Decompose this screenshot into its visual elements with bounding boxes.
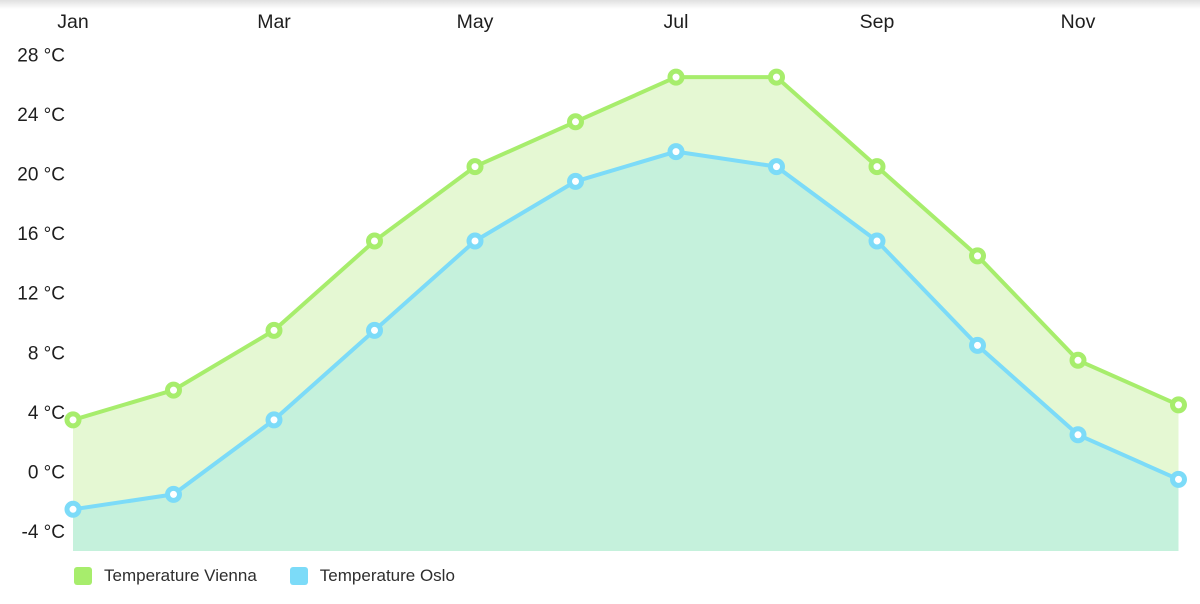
oslo-marker-aug[interactable] xyxy=(768,158,785,176)
oslo-marker-oct[interactable] xyxy=(969,336,986,354)
oslo-marker-feb[interactable] xyxy=(165,485,182,503)
vienna-marker-jul[interactable] xyxy=(667,68,685,86)
vienna-marker-may[interactable] xyxy=(466,158,484,176)
oslo-marker-dec[interactable] xyxy=(1170,470,1187,488)
vienna-marker-mar[interactable] xyxy=(265,321,283,339)
x-axis-label-jul: Jul xyxy=(664,11,689,33)
x-axis-label-mar: Mar xyxy=(257,11,291,33)
vienna-marker-sep[interactable] xyxy=(868,158,886,176)
vienna-marker-aug[interactable] xyxy=(768,68,785,86)
x-axis-label-jan: Jan xyxy=(57,11,88,33)
oslo-marker-sep[interactable] xyxy=(868,232,886,250)
vienna-line xyxy=(71,75,1181,422)
oslo-area xyxy=(73,151,1179,551)
vienna-marker-nov[interactable] xyxy=(1069,351,1087,369)
vienna-marker-jan[interactable] xyxy=(64,411,82,429)
oslo-legend-swatch xyxy=(289,567,308,585)
vienna-legend-label: Temperature Vienna xyxy=(104,566,257,585)
vienna-legend-swatch xyxy=(74,567,92,585)
vienna-marker-jun[interactable] xyxy=(567,113,584,131)
oslo-marker-nov[interactable] xyxy=(1069,426,1087,444)
oslo-marker-may[interactable] xyxy=(466,232,484,250)
vienna-marker-apr[interactable] xyxy=(366,232,383,250)
oslo-marker-jul[interactable] xyxy=(667,143,685,161)
oslo-marker-jan[interactable] xyxy=(64,500,82,518)
y-axis-label-16: 16 °C xyxy=(17,224,65,245)
vienna-marker-oct[interactable] xyxy=(969,247,986,265)
vienna-marker-dec[interactable] xyxy=(1170,396,1187,414)
y-axis-label-24: 24 °C xyxy=(17,105,65,126)
oslo-marker-apr[interactable] xyxy=(366,321,383,339)
y-axis-label-0: 0 °C xyxy=(28,463,65,484)
y-axis-label-minus4: -4 °C xyxy=(22,522,66,543)
oslo-marker-jun[interactable] xyxy=(567,172,584,190)
vienna-marker-feb[interactable] xyxy=(165,381,182,399)
y-axis-label-8: 8 °C xyxy=(28,343,65,364)
oslo-legend-label: Temperature Oslo xyxy=(319,566,455,585)
x-axis-label-sep: Sep xyxy=(860,11,895,33)
oslo-line xyxy=(71,149,1181,512)
y-axis-label-20: 20 °C xyxy=(17,165,65,186)
x-axis-label-nov: Nov xyxy=(1061,11,1096,33)
x-axis-label-may: May xyxy=(457,11,494,33)
y-axis-label-12: 12 °C xyxy=(17,284,65,305)
legend-item-oslo[interactable]: Temperature Oslo xyxy=(289,566,455,585)
y-axis-label-4: 4 °C xyxy=(28,403,65,424)
chart-legend: Temperature Vienna Temperature Oslo xyxy=(74,567,455,585)
oslo-marker-mar[interactable] xyxy=(265,411,283,429)
y-axis-label-28: 28 °C xyxy=(17,45,65,66)
legend-item-vienna[interactable]: Temperature Vienna xyxy=(74,567,257,585)
